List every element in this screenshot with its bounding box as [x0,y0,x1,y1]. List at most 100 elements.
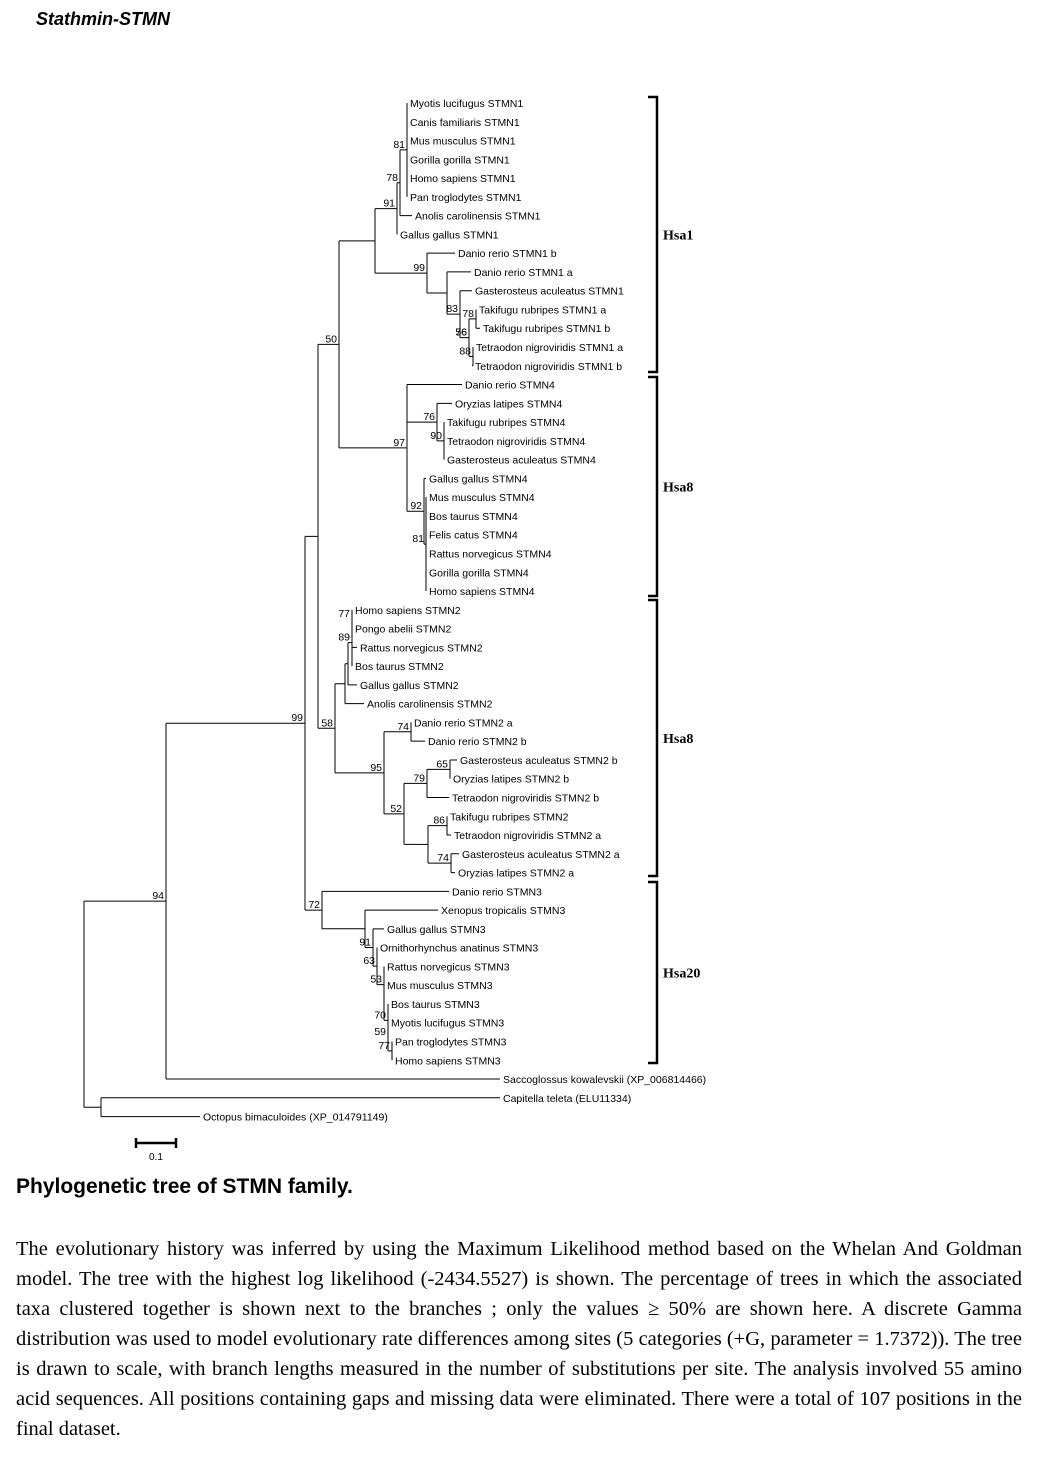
bootstrap-value: 81 [412,533,424,545]
taxon-label: Xenopus tropicalis STMN3 [441,905,565,917]
taxon-label: Danio rerio STMN2 a [414,717,513,729]
taxon-label: Mus musculus STMN4 [429,492,535,504]
tree-branch [403,782,427,845]
taxon-label: Pan troglodytes STMN1 [410,192,522,204]
taxon-label: Felis catus STMN4 [429,530,518,542]
taxon-label: Gasterosteus aculeatus STMN2 a [462,849,620,861]
taxon-label: Gasterosteus aculeatus STMN4 [447,455,596,467]
taxon-label: Takifugu rubripes STMN4 [447,417,566,429]
tree-branch [426,252,455,294]
bootstrap-value: 83 [446,303,458,315]
taxon-label: Pongo abelii STMN2 [355,624,451,636]
taxon-label: Takifugu rubripes STMN1 b [483,323,610,335]
clade-label: Hsa8 [663,732,693,747]
taxon-label: Danio rerio STMN4 [465,380,555,392]
clade-bracket [648,375,659,598]
bootstrap-value: 78 [386,172,398,184]
bootstrap-value: 95 [370,762,382,774]
taxon-label: Myotis lucifugus STMN3 [391,1018,504,1030]
tree-branch [317,343,339,729]
taxon-label: Mus musculus STMN3 [387,980,493,992]
tree-branch [426,768,450,798]
tree-branch [338,240,407,449]
taxon-label: Homo sapiens STMN3 [395,1055,501,1067]
bootstrap-value: 76 [455,327,467,339]
taxon-label: Oryzias latipes STMN2 a [458,868,574,880]
taxon-label: Myotis lucifugus STMN1 [410,98,523,110]
taxon-label: Oryzias latipes STMN4 [455,398,563,410]
bootstrap-value: 50 [325,333,337,345]
taxon-label: Pan troglodytes STMN3 [395,1037,507,1049]
tree-branch [334,683,384,774]
taxon-label: Gorilla gorilla STMN1 [410,154,510,166]
taxon-label: Mus musculus STMN1 [410,136,516,148]
scale-bar [134,1138,178,1148]
taxon-label: Rattus norvegicus STMN3 [387,961,510,973]
clade-bracket [648,880,659,1065]
taxon-label: Bos taurus STMN3 [391,999,480,1011]
clade-bracket [648,598,659,878]
bootstrap-value: 59 [374,1026,386,1038]
bootstrap-value: 78 [462,308,474,320]
clade-bracket [648,95,659,374]
taxon-label: Takifugu rubripes STMN2 [450,811,569,823]
bootstrap-value: 63 [363,955,375,967]
scale-bar-label: 0.1 [149,1152,163,1163]
taxon-label: Anolis carolinensis STMN2 [367,699,493,711]
taxon-label: Anolis carolinensis STMN1 [415,211,541,223]
caption-body: The evolutionary history was inferred by… [16,1238,1022,1440]
bootstrap-value: 86 [433,815,445,827]
taxon-label: Homo sapiens STMN1 [410,173,516,185]
taxon-label: Tetraodon nigroviridis STMN2 b [452,792,599,804]
bootstrap-value: 88 [459,345,471,357]
tree-branch [304,535,322,911]
bootstrap-value: 74 [437,852,449,864]
taxon-label: Saccoglossus kowalevskii (XP_006814466) [503,1074,706,1086]
taxon-label: Tetraodon nigroviridis STMN4 [447,436,585,448]
bootstrap-value: 52 [390,803,402,815]
bootstrap-value: 72 [308,899,320,911]
bootstrap-value: 77 [338,608,350,620]
bootstrap-value: 91 [383,198,395,210]
bootstrap-value: 76 [423,411,435,423]
taxon-label: Danio rerio STMN3 [452,886,542,898]
taxon-label: Rattus norvegicus STMN2 [360,642,483,654]
page-title: Stathmin-STMN [36,9,170,29]
phylogenetic-tree: Myotis lucifugus STMN1 Canis familiaris S… [83,95,706,1163]
taxon-label: Gasterosteus aculeatus STMN1 [475,286,624,298]
taxon-label: Gallus gallus STMN1 [400,229,499,241]
bootstrap-value: 58 [321,717,333,729]
taxon-label: Gorilla gorilla STMN4 [429,567,529,579]
taxon-label: Gallus gallus STMN3 [387,924,486,936]
bootstrap-value: 56 [455,327,467,339]
taxon-label: Bos taurus STMN4 [429,511,518,523]
tree-branch [83,900,166,1108]
taxon-label: Gasterosteus aculeatus STMN2 b [460,755,618,767]
taxon-label: Bos taurus STMN2 [355,661,444,673]
bootstrap-value: 65 [436,758,448,770]
bootstrap-value: 89 [338,632,350,644]
taxon-label: Homo sapiens STMN2 [355,605,461,617]
bootstrap-value: 94 [152,890,164,902]
taxon-label: Danio rerio STMN2 b [428,736,527,748]
taxon-label: Octopus bimaculoides (XP_014791149) [203,1112,388,1124]
taxon-label: Rattus norvegicus STMN4 [429,548,552,560]
tree-branch [383,731,411,815]
bootstrap-value: 99 [291,712,303,724]
bootstrap-value: 81 [393,139,405,151]
taxon-label: Tetraodon nigroviridis STMN2 a [454,830,601,842]
clade-label: Hsa20 [663,967,700,982]
clade-label: Hsa1 [663,229,693,244]
bootstrap-value: 77 [378,1040,390,1052]
taxon-label: Capitella teleta (ELU11334) [503,1093,631,1105]
taxon-label: Takifugu rubripes STMN1 a [479,304,606,316]
clade-label: Hsa8 [663,481,693,496]
bootstrap-value: 99 [413,262,425,274]
taxon-label: Homo sapiens STMN4 [429,586,535,598]
bootstrap-value: 90 [430,430,442,442]
bootstrap-value: 53 [370,974,382,986]
caption-title: Phylogenetic tree of STMN family. [16,1175,353,1198]
bootstrap-value: 74 [397,721,409,733]
taxon-label: Canis familiaris STMN1 [410,117,520,129]
taxon-label: Oryzias latipes STMN2 b [453,774,569,786]
